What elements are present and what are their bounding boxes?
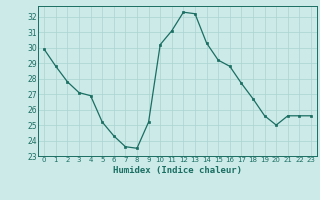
X-axis label: Humidex (Indice chaleur): Humidex (Indice chaleur): [113, 166, 242, 175]
